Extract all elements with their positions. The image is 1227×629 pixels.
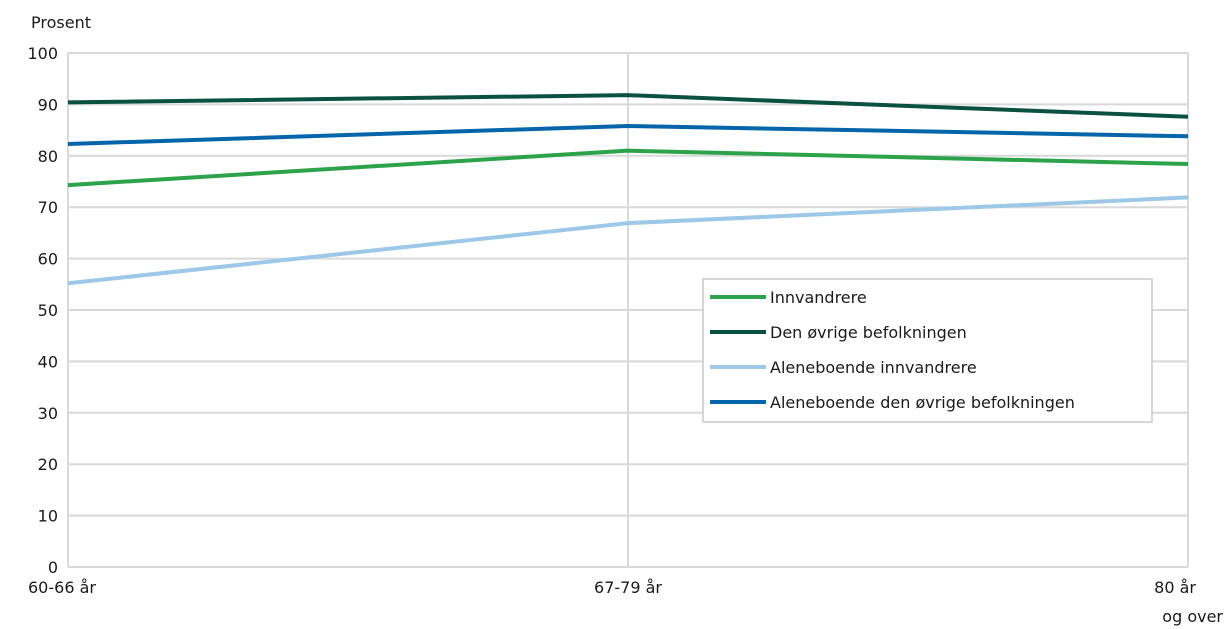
legend: Innvandrere Den øvrige befolkningen Aleneb… [702, 278, 1153, 423]
y-tick-label: 20 [38, 455, 58, 474]
y-tick-label: 90 [38, 95, 58, 114]
legend-label: Aleneboende den øvrige befolkningen [770, 393, 1075, 412]
series-line [67, 123, 1189, 146]
y-tick-label: 80 [38, 147, 58, 166]
legend-label: Aleneboende innvandrere [770, 358, 977, 377]
y-tick-label: 10 [38, 507, 58, 526]
legend-box [702, 278, 1153, 423]
x-tick-label-line: 60-66 år [28, 578, 96, 597]
y-axis-title: Prosent [31, 13, 91, 32]
y-tick-label: 60 [38, 250, 58, 269]
series-line [67, 148, 1189, 188]
y-tick-label: 70 [38, 198, 58, 217]
y-tick-labels: 0 10 20 30 40 50 60 70 80 90 100 [27, 44, 58, 577]
y-tick-label: 0 [48, 558, 58, 577]
series-line [67, 195, 1189, 286]
x-tick-label: 67-79 år [594, 578, 662, 597]
x-tick-labels: 60-66 år 67-79 år 80 år og over [28, 578, 1223, 626]
x-tick-label: 80 år og over [1154, 578, 1223, 626]
series-line [67, 93, 1189, 119]
y-tick-label: 50 [38, 301, 58, 320]
y-tick-label: 40 [38, 352, 58, 371]
x-tick-label-line: 80 år [1154, 578, 1196, 597]
y-tick-label: 30 [38, 404, 58, 423]
legend-label: Innvandrere [770, 288, 867, 307]
series-lines [67, 93, 1189, 286]
x-tick-label-line: 67-79 år [594, 578, 662, 597]
y-tick-label: 100 [27, 44, 58, 63]
x-tick-label: 60-66 år [28, 578, 96, 597]
x-tick-label-line: og over [1162, 607, 1223, 626]
gridlines [67, 52, 1189, 568]
legend-label: Den øvrige befolkningen [770, 323, 967, 342]
